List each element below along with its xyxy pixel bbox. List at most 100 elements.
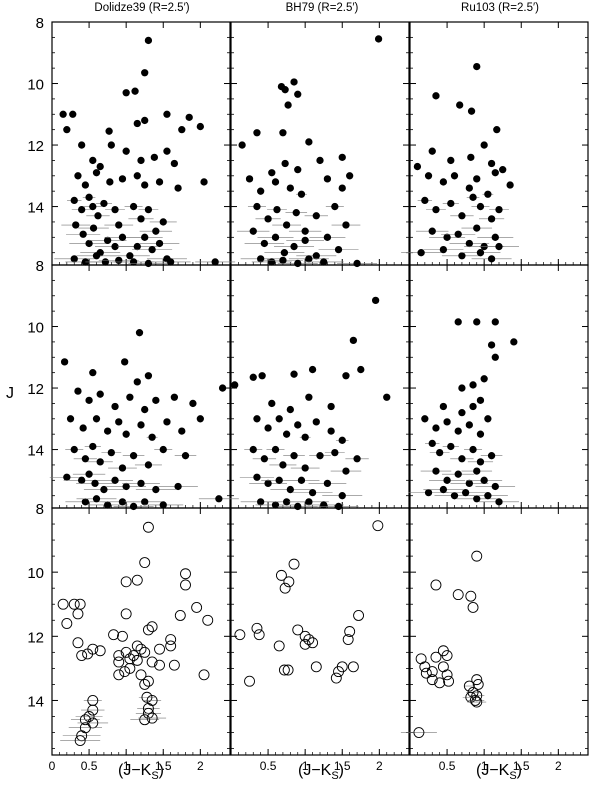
data-point-filled bbox=[323, 479, 332, 488]
data-point-filled bbox=[331, 448, 339, 457]
data-point-filled bbox=[200, 178, 208, 186]
data-point-filled bbox=[383, 393, 391, 401]
data-point-filled bbox=[436, 448, 444, 457]
data-point-filled bbox=[465, 239, 473, 248]
data-point-filled bbox=[81, 455, 90, 463]
data-point-filled bbox=[118, 175, 127, 183]
data-point-filled bbox=[417, 249, 425, 257]
x-tick-label: 0.5 bbox=[260, 759, 277, 773]
data-point-filled bbox=[487, 341, 496, 349]
data-point-filled bbox=[74, 387, 82, 395]
data-point-filled bbox=[78, 141, 86, 149]
data-point-filled bbox=[163, 110, 171, 118]
data-point-filled bbox=[92, 252, 101, 260]
data-point-filled bbox=[357, 365, 365, 374]
data-point-filled bbox=[294, 165, 302, 174]
data-point-filled bbox=[249, 373, 257, 381]
data-point-open bbox=[278, 664, 290, 676]
data-point-filled bbox=[85, 193, 93, 201]
data-point-filled bbox=[129, 258, 138, 266]
data-point-filled bbox=[371, 296, 380, 305]
data-point-filled bbox=[271, 445, 280, 454]
data-point-open bbox=[452, 589, 464, 601]
data-point-filled bbox=[170, 159, 179, 168]
data-point-filled bbox=[85, 396, 93, 404]
data-point-filled bbox=[476, 396, 485, 404]
data-point-filled bbox=[78, 205, 86, 214]
data-point-filled bbox=[480, 476, 488, 484]
data-point-filled bbox=[439, 178, 448, 186]
data-point-filled bbox=[292, 209, 300, 217]
data-point-filled bbox=[115, 418, 123, 426]
data-point-filled bbox=[245, 175, 254, 183]
data-point-open bbox=[139, 557, 151, 568]
data-point-filled bbox=[126, 393, 134, 401]
data-point-open bbox=[120, 608, 132, 620]
data-point-filled bbox=[297, 476, 306, 484]
data-point-open bbox=[463, 680, 475, 692]
data-point-open bbox=[131, 640, 143, 652]
data-point-filled bbox=[495, 242, 503, 251]
data-point-filled bbox=[152, 227, 160, 235]
data-point-filled bbox=[491, 353, 499, 361]
data-point-filled bbox=[294, 502, 302, 511]
data-point-filled bbox=[279, 129, 287, 137]
data-point-filled bbox=[238, 141, 246, 149]
data-point-filled bbox=[465, 479, 473, 488]
data-point-filled bbox=[85, 239, 93, 248]
data-point-filled bbox=[473, 318, 481, 326]
data-point-filled bbox=[189, 399, 197, 408]
data-point-filled bbox=[349, 336, 358, 345]
data-point-filled bbox=[81, 498, 90, 506]
data-point-filled bbox=[480, 141, 488, 149]
panel-frame-r1-c1 bbox=[230, 264, 410, 509]
data-point-open bbox=[441, 669, 453, 681]
data-point-filled bbox=[467, 153, 475, 161]
data-point-open bbox=[471, 696, 483, 708]
panel-points-r0-c2 bbox=[401, 62, 519, 263]
y-axis-label: J bbox=[6, 385, 14, 402]
data-point-open bbox=[154, 643, 165, 655]
data-point-open bbox=[165, 634, 177, 645]
data-point-filled bbox=[284, 101, 292, 109]
data-point-filled bbox=[469, 381, 477, 389]
data-point-filled bbox=[476, 430, 485, 438]
data-point-filled bbox=[70, 445, 78, 454]
data-point-filled bbox=[316, 452, 324, 460]
data-point-filled bbox=[148, 433, 156, 441]
data-point-filled bbox=[131, 87, 139, 95]
y-tick-label: 8 bbox=[36, 15, 44, 32]
data-point-filled bbox=[320, 501, 328, 509]
data-point-filled bbox=[439, 485, 448, 494]
data-point-open bbox=[76, 650, 88, 662]
data-point-filled bbox=[279, 461, 287, 469]
data-point-filled bbox=[91, 479, 99, 488]
data-point-filled bbox=[432, 424, 440, 432]
data-point-filled bbox=[60, 358, 69, 366]
data-point-filled bbox=[454, 318, 462, 326]
data-point-filled bbox=[281, 159, 289, 168]
data-point-filled bbox=[301, 236, 309, 245]
data-point-filled bbox=[159, 501, 167, 509]
data-point-filled bbox=[92, 415, 101, 423]
data-point-open bbox=[142, 624, 154, 636]
data-point-filled bbox=[231, 381, 239, 389]
data-point-open bbox=[119, 666, 131, 678]
data-point-filled bbox=[305, 498, 313, 506]
data-point-filled bbox=[491, 482, 499, 491]
data-point-open bbox=[299, 638, 311, 650]
x-tick-label: 1.5 bbox=[513, 759, 530, 773]
data-point-filled bbox=[510, 338, 518, 346]
data-point-filled bbox=[327, 427, 335, 435]
data-point-open bbox=[180, 568, 191, 580]
x-tick-label: 0 bbox=[49, 759, 56, 773]
data-point-filled bbox=[72, 221, 80, 229]
data-point-filled bbox=[137, 479, 145, 488]
data-point-open bbox=[94, 645, 106, 657]
data-point-filled bbox=[487, 452, 496, 460]
data-point-open bbox=[415, 653, 427, 665]
data-point-open bbox=[469, 695, 481, 706]
data-point-filled bbox=[150, 153, 159, 161]
data-point-filled bbox=[268, 169, 276, 177]
data-point-filled bbox=[181, 452, 190, 460]
